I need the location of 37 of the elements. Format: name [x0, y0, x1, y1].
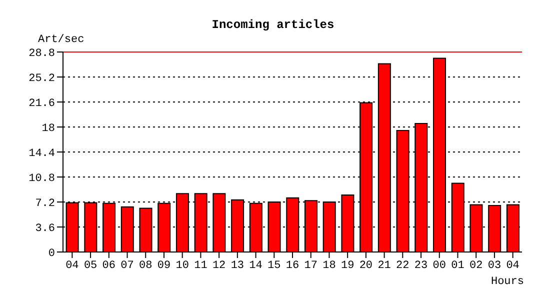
y-tick-label: 21.6 — [28, 98, 55, 110]
y-tick-label: 10.8 — [28, 172, 55, 185]
y-axis-title: Art/sec — [38, 34, 84, 46]
x-tick-label: 23 — [414, 260, 428, 272]
y-tick-label: 28.8 — [28, 48, 55, 60]
x-tick-label: 15 — [268, 260, 281, 272]
x-tick-label: 16 — [286, 260, 300, 272]
x-tick-label: 13 — [230, 260, 244, 272]
y-tick-label: 7.2 — [35, 198, 55, 210]
x-tick-label: 04 — [506, 260, 520, 272]
y-tick-label: 3.6 — [35, 222, 55, 235]
x-tick-label: 14 — [249, 260, 263, 272]
x-tick-label: 07 — [120, 260, 134, 272]
x-tick-label: 02 — [470, 260, 483, 272]
x-tick-label: 05 — [84, 260, 98, 272]
x-tick-label: 03 — [488, 260, 502, 272]
y-tick-label: 25.2 — [28, 72, 55, 85]
x-tick-label: 04 — [66, 260, 80, 272]
x-tick-label: 10 — [176, 260, 189, 272]
x-tick-label: 17 — [304, 260, 318, 272]
x-tick-label: 00 — [432, 260, 446, 272]
x-tick-label: 11 — [194, 260, 208, 272]
x-tick-label: 09 — [157, 260, 171, 272]
chart-title: Incoming articles — [210, 18, 336, 32]
x-tick-label: 20 — [359, 260, 373, 272]
x-tick-label: 21 — [378, 260, 392, 272]
y-tick-label: 14.4 — [28, 148, 56, 160]
x-tick-label: 06 — [102, 260, 116, 272]
y-tick-label: 18 — [42, 122, 55, 135]
x-tick-label: 01 — [451, 260, 465, 272]
x-tick-label: 22 — [396, 260, 410, 272]
x-axis-title: Hours — [490, 276, 524, 288]
x-tick-label: 19 — [340, 260, 354, 272]
x-tick-label: 18 — [322, 260, 336, 272]
x-tick-label: 08 — [139, 260, 152, 272]
y-tick-label: 0 — [48, 248, 55, 260]
x-tick-label: 12 — [212, 260, 226, 272]
